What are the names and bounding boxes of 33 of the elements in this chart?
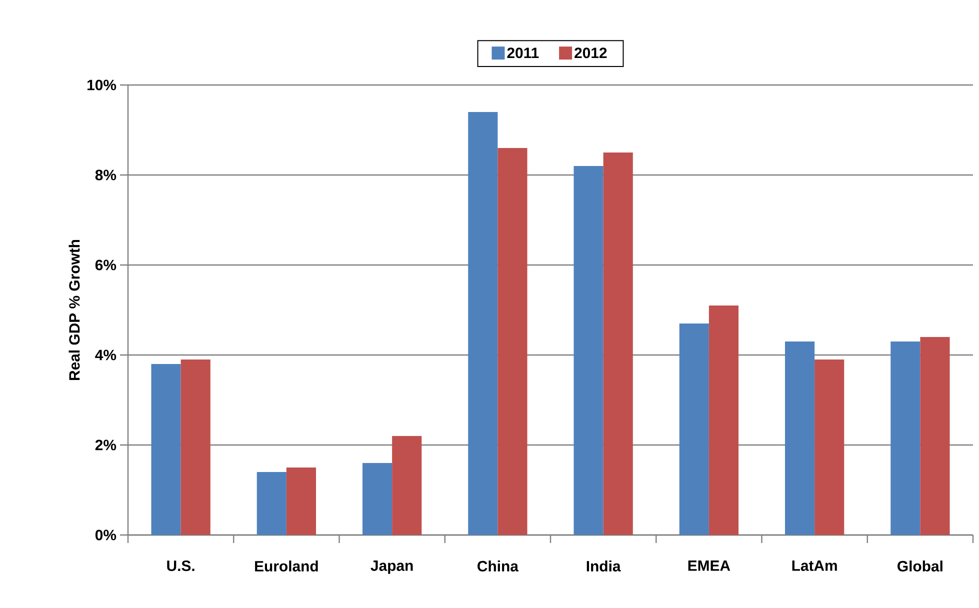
bar bbox=[890, 342, 920, 535]
bar bbox=[362, 463, 392, 535]
legend-label: 2011 bbox=[507, 48, 539, 58]
bar bbox=[498, 148, 528, 535]
x-tick-label: India bbox=[586, 560, 621, 572]
bar bbox=[392, 436, 422, 535]
bar bbox=[603, 152, 633, 535]
bar bbox=[679, 323, 709, 535]
x-tick-label: Japan bbox=[370, 560, 413, 574]
y-tick-label: 8% bbox=[95, 170, 116, 180]
bar bbox=[920, 337, 950, 535]
legend-label: 2012 bbox=[574, 48, 607, 58]
bar bbox=[814, 360, 844, 535]
x-tick-label: LatAm bbox=[792, 560, 837, 571]
x-tick-label: EMEA bbox=[688, 560, 730, 571]
y-tick-label: 0% bbox=[95, 530, 116, 540]
x-tick-label: China bbox=[478, 560, 519, 572]
x-tick-label: U.S. bbox=[167, 560, 194, 572]
bar bbox=[784, 342, 815, 535]
bar bbox=[468, 112, 498, 535]
bar bbox=[151, 364, 181, 535]
bar bbox=[180, 360, 210, 535]
y-tick-label: 10% bbox=[88, 80, 116, 90]
bar bbox=[574, 166, 604, 535]
y-tick-label: 6% bbox=[95, 260, 116, 270]
bar bbox=[286, 468, 316, 535]
x-tick-label: Global bbox=[898, 560, 942, 572]
bar bbox=[708, 305, 739, 535]
x-tick-label: Euroland bbox=[255, 560, 318, 572]
y-tick-label: 4% bbox=[95, 350, 116, 360]
y-axis-title: Real GDP % Growth bbox=[68, 240, 80, 380]
y-tick-label: 2% bbox=[95, 440, 116, 450]
bar bbox=[256, 472, 286, 535]
